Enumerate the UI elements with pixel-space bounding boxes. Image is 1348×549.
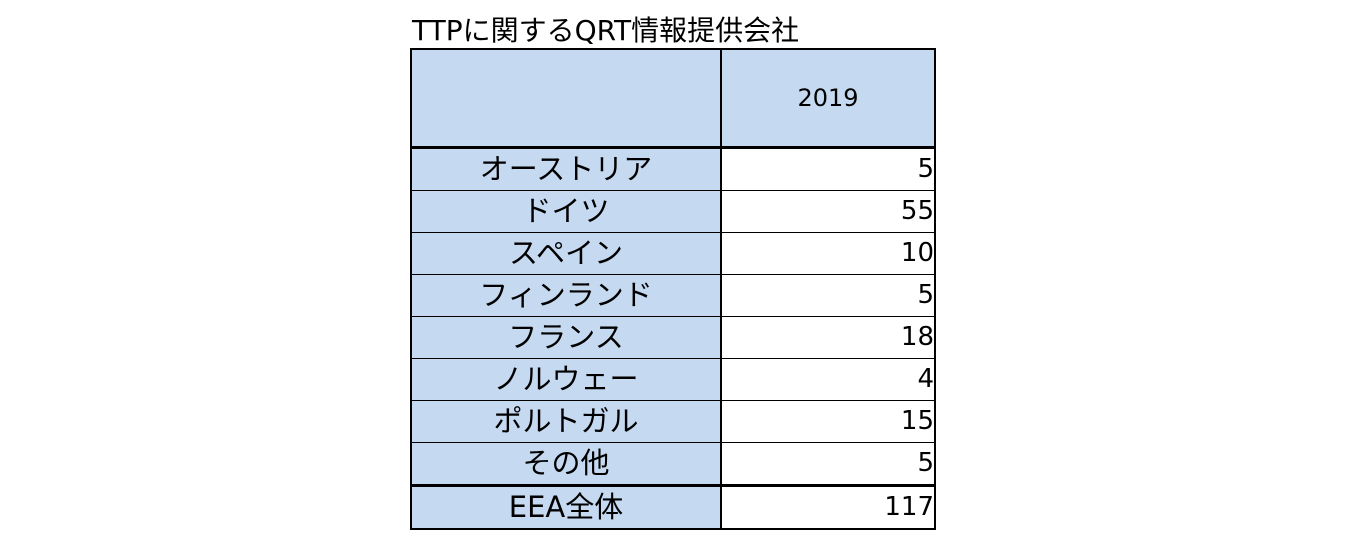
header-year-cell: 2019 (720, 48, 936, 149)
country-cell: フィンランド (410, 273, 722, 317)
value-cell: 18 (720, 315, 936, 359)
value-cell: 5 (720, 441, 936, 486)
country-cell: ドイツ (410, 189, 722, 233)
value-cell: 4 (720, 357, 936, 401)
value-cell: 5 (720, 146, 936, 191)
total-row: EEA全体 117 (410, 483, 936, 530)
country-cell: その他 (410, 441, 722, 486)
value-cell: 10 (720, 231, 936, 275)
table-row: ポルトガル 15 (410, 399, 936, 443)
country-cell: ノルウェー (410, 357, 722, 401)
country-cell: スペイン (410, 231, 722, 275)
value-cell: 15 (720, 399, 936, 443)
header-corner-cell (410, 48, 722, 149)
table-row: スペイン 10 (410, 231, 936, 275)
header-row: 2019 (410, 48, 936, 149)
table-row: オーストリア 5 (410, 146, 936, 191)
total-value-cell: 117 (720, 483, 936, 530)
table-row: ノルウェー 4 (410, 357, 936, 401)
value-cell: 5 (720, 273, 936, 317)
total-label-cell: EEA全体 (410, 483, 722, 530)
table-row: ドイツ 55 (410, 189, 936, 233)
country-cell: ポルトガル (410, 399, 722, 443)
country-cell: フランス (410, 315, 722, 359)
value-cell: 55 (720, 189, 936, 233)
table-title: TTPに関するQRT情報提供会社 (412, 14, 800, 47)
table-row: フランス 18 (410, 315, 936, 359)
table-row: その他 5 (410, 441, 936, 486)
table-row: フィンランド 5 (410, 273, 936, 317)
country-cell: オーストリア (410, 146, 722, 191)
qrt-companies-table: 2019 オーストリア 5 ドイツ 55 スペイン 10 フィンランド 5 フラ… (410, 48, 936, 530)
